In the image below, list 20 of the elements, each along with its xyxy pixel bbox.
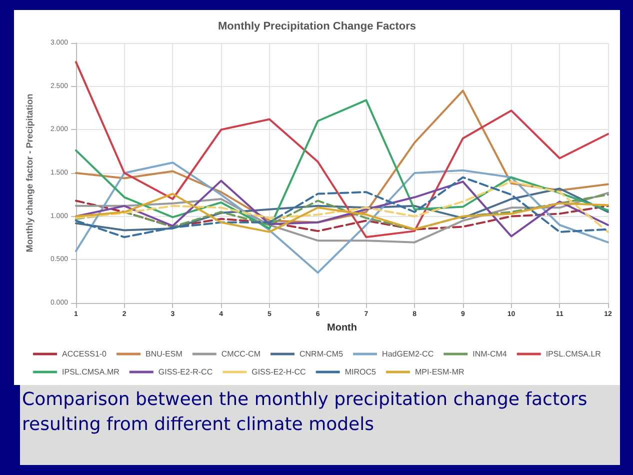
line-series <box>75 61 609 238</box>
line-series <box>75 200 609 232</box>
y-axis-title: Monthly change factor - Precipitation <box>24 94 34 252</box>
legend-label: MIROC5 <box>344 368 376 376</box>
legend-label: INM-CM4 <box>472 350 508 358</box>
legend-label: CMCC-CM <box>221 350 261 358</box>
chart-title: Monthly Precipitation Change Factors <box>218 20 416 32</box>
legend-label: IPSL.CMSA.LR <box>546 350 602 358</box>
x-axis-title: Month <box>327 322 357 334</box>
legend-label: BNU-ESM <box>146 350 183 358</box>
legend-label: HadGEM2-CC <box>382 350 434 358</box>
line-series <box>75 162 609 274</box>
legend-label: ACCESS1-0 <box>62 350 108 358</box>
text: Comparison between the monthly precipitation change factors resulting from different climate models <box>20 385 620 465</box>
line-series <box>75 192 609 244</box>
legend-label: GISS-E2-R-CC <box>158 368 213 376</box>
legend-label: MPI-ESM-MR <box>414 368 464 376</box>
legend-label: CNRM-CM5 <box>299 350 344 358</box>
legend-label: IPSL.CMSA.MR <box>62 368 120 376</box>
legend-label: GISS-E2-H-CC <box>252 368 306 376</box>
